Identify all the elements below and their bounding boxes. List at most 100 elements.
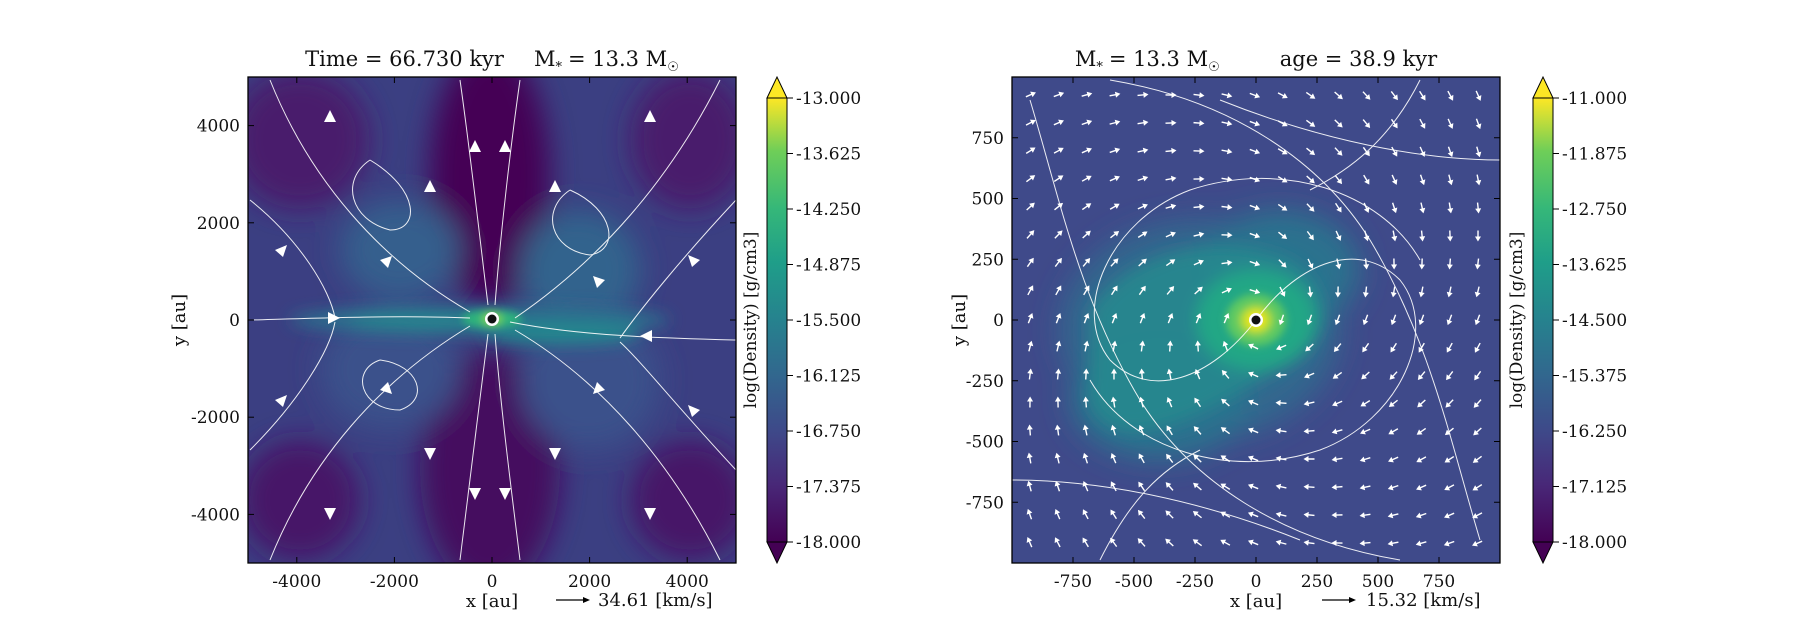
velocity-arrow: [1335, 230, 1342, 241]
velocity-arrow: [1247, 539, 1259, 546]
panel-2-title: M* = 13.3 M☉ age = 38.9 kyr: [1075, 47, 1438, 75]
velocity-arrow: [1307, 258, 1314, 269]
velocity-arrow: [1193, 454, 1202, 463]
velocity-arrow: [1027, 340, 1034, 352]
colorbar-tick-label: -13.625: [796, 145, 861, 165]
x-tick-label: -500: [1115, 572, 1153, 592]
velocity-arrow: [1138, 425, 1145, 436]
panel-1-colorbar-label: log(Density) [g/cm3]: [741, 232, 761, 409]
velocity-arrow: [1474, 286, 1481, 298]
panel-2-colorbar: -11.000 -11.875 -12.750 -13.625 -14.500 -15.3…: [1507, 75, 1627, 565]
velocity-arrow: [1249, 204, 1261, 211]
velocity-arrow: [1333, 343, 1342, 353]
velocity-arrow: [1390, 286, 1397, 298]
panel-1-colorbar-ticks: -13.000 -13.625 -14.250 -14.875 -15.500 -16.1…: [787, 89, 861, 553]
panel-1-colorbar-extend-max: [766, 75, 788, 99]
colorbar-tick-label: -12.750: [1562, 200, 1627, 220]
velocity-arrow: [1220, 483, 1231, 490]
velocity-arrow: [1249, 176, 1261, 183]
panel-2-colorbar-ticks: -11.000 -11.875 -12.750 -13.625 -14.500 -15.3…: [1553, 89, 1627, 553]
velocity-arrow: [1248, 371, 1259, 378]
velocity-arrow: [1083, 340, 1090, 352]
panel-1-xlabel: x [au]: [466, 591, 518, 612]
velocity-arrow: [1082, 509, 1089, 520]
colorbar-tick-label: -11.000: [1562, 89, 1627, 109]
velocity-arrow: [1054, 480, 1061, 492]
velocity-arrow: [1081, 147, 1092, 154]
velocity-arrow: [1249, 288, 1261, 295]
velocity-arrow: [1331, 512, 1343, 519]
velocity-arrow: [1081, 91, 1093, 98]
velocity-arrow: [1025, 91, 1036, 98]
velocity-arrow: [1303, 539, 1315, 546]
velocity-arrow: [1220, 539, 1231, 546]
velocity-arrow: [1165, 259, 1176, 267]
y-tick-label: 500: [972, 190, 1004, 210]
velocity-arrow: [1391, 146, 1398, 157]
panel-1-ylabel: y [au]: [169, 294, 190, 347]
x-tick-label: 4000: [666, 572, 709, 592]
velocity-arrow: [1277, 148, 1288, 155]
velocity-arrow: [1110, 396, 1117, 408]
velocity-arrow: [1027, 285, 1034, 296]
velocity-arrow: [1388, 428, 1399, 435]
velocity-arrow: [1306, 203, 1315, 212]
velocity-arrow: [1055, 340, 1062, 352]
velocity-arrow: [1053, 175, 1064, 183]
velocity-arrow: [1110, 537, 1118, 548]
y-tick-label: 250: [972, 250, 1004, 270]
velocity-arrow: [1053, 119, 1064, 126]
velocity-arrow: [1026, 257, 1034, 268]
velocity-arrow: [1447, 202, 1454, 214]
velocity-arrow: [1025, 119, 1036, 126]
velocity-arrow: [1276, 344, 1287, 351]
y-tick-label: -250: [966, 372, 1004, 392]
velocity-arrow: [1472, 455, 1483, 463]
velocity-arrow: [1249, 120, 1261, 127]
velocity-arrow: [1443, 540, 1455, 547]
velocity-arrow: [1305, 343, 1314, 352]
velocity-arrow: [1303, 455, 1315, 462]
velocity-arrow: [1391, 258, 1398, 270]
velocity-arrow: [1109, 203, 1120, 210]
velocity-arrow: [1446, 286, 1453, 298]
velocity-arrow: [1193, 175, 1205, 182]
velocity-arrow: [1475, 174, 1482, 186]
velocity-arrow: [1054, 230, 1063, 239]
velocity-arrow: [1444, 455, 1455, 463]
panel-2: M* = 13.3 M☉ age = 38.9 kyr: [949, 47, 1627, 612]
velocity-arrow: [1165, 119, 1177, 126]
velocity-arrow: [1055, 285, 1062, 296]
velocity-arrow: [1137, 231, 1148, 238]
velocity-arrow: [1137, 203, 1148, 210]
velocity-arrow: [1306, 147, 1316, 156]
velocity-arrow: [1249, 232, 1261, 239]
velocity-arrow: [1110, 453, 1117, 464]
velocity-arrow: [1221, 259, 1233, 266]
velocity-arrow: [1026, 452, 1033, 464]
velocity-arrow: [1249, 260, 1261, 267]
velocity-arrow: [1053, 147, 1064, 154]
velocity-arrow: [1054, 537, 1061, 548]
velocity-arrow: [1166, 453, 1174, 464]
y-tick-label: -4000: [191, 505, 240, 525]
velocity-arrow: [1306, 314, 1313, 326]
velocity-arrow: [1444, 427, 1454, 436]
velocity-arrow: [1445, 399, 1454, 408]
velocity-arrow: [1475, 118, 1482, 130]
x-tick-label: 500: [1362, 572, 1394, 592]
velocity-arrow: [1247, 483, 1259, 490]
velocity-arrow: [1165, 203, 1177, 210]
panel-2-xlabel: x [au]: [1230, 591, 1282, 612]
velocity-arrow: [1416, 484, 1427, 491]
velocity-arrow: [1026, 537, 1033, 548]
velocity-arrow: [1110, 231, 1120, 239]
velocity-arrow: [1275, 511, 1287, 518]
velocity-arrow: [1417, 371, 1426, 381]
velocity-arrow: [1221, 92, 1233, 99]
velocity-arrow: [1415, 540, 1427, 547]
velocity-arrow: [1137, 538, 1146, 547]
velocity-arrow: [1362, 91, 1371, 100]
velocity-arrow: [1193, 92, 1205, 99]
